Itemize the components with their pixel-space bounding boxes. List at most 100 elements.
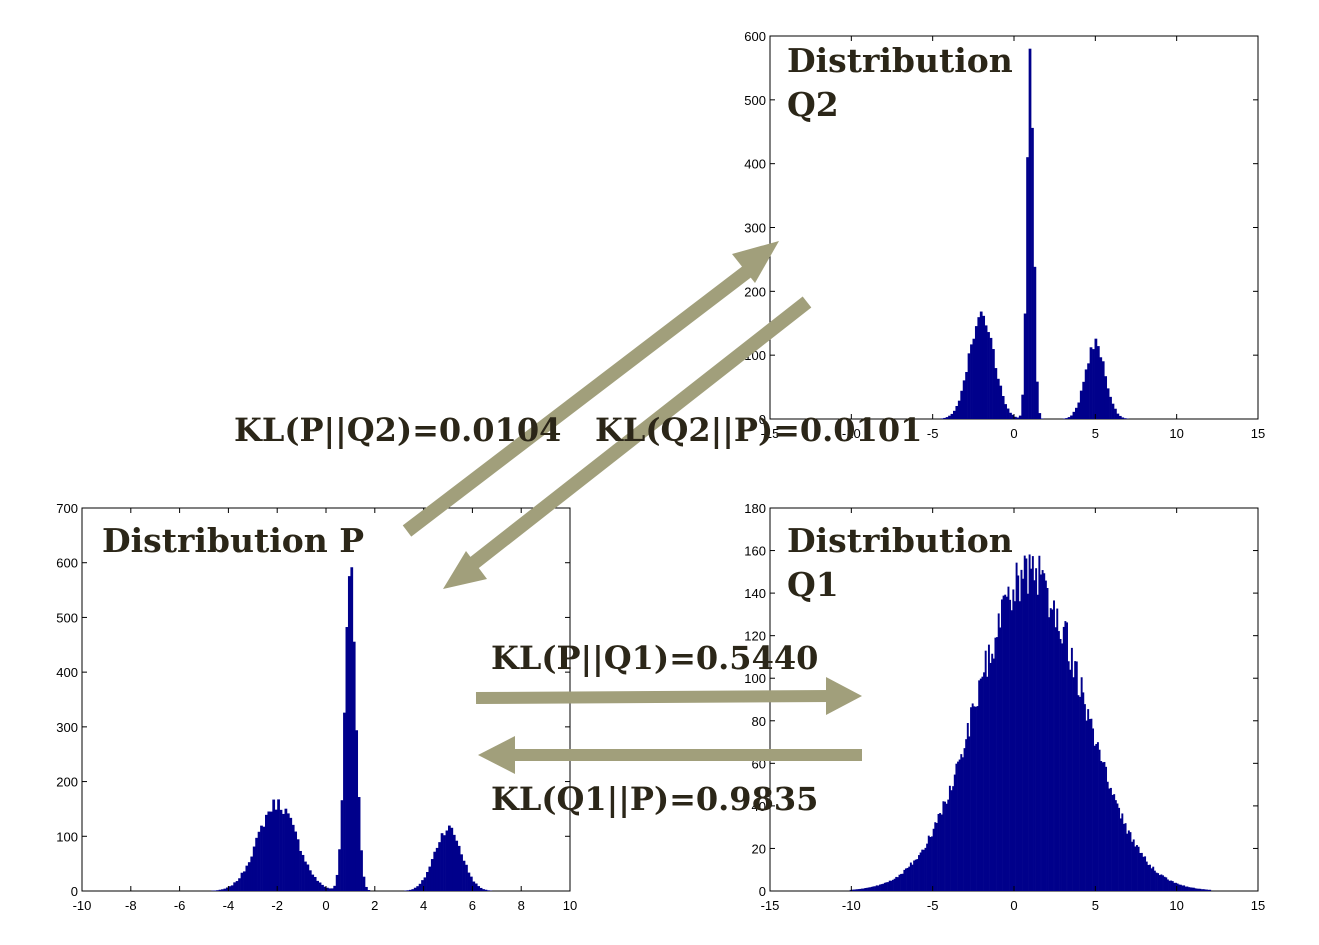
histogram-bar [1179, 884, 1182, 891]
histogram-bar [854, 889, 857, 891]
histogram-bar [1176, 883, 1179, 891]
histogram-bar [922, 849, 925, 891]
histogram-bar [932, 828, 935, 891]
histogram-bar [870, 886, 873, 891]
histogram-bar [316, 880, 319, 891]
kl-p-q1-label: KL(P||Q1)=0.5440 [491, 639, 818, 677]
histogram-bar [987, 644, 990, 891]
histogram-bar [1094, 338, 1098, 419]
histogram-bar [296, 839, 300, 891]
kl-q2-p-label: KL(Q2||P)=0.0101 [595, 411, 922, 449]
histogram-bar [223, 888, 227, 891]
histogram-bar [1083, 704, 1086, 891]
histogram-bar [340, 800, 344, 891]
histogram-bar [1087, 709, 1090, 891]
histogram-bar [937, 813, 940, 891]
histogram-bar [1118, 807, 1121, 891]
arrow-p-to-q1-head [826, 677, 862, 715]
histogram-bar [977, 317, 981, 419]
histogram-bar [1096, 346, 1100, 419]
x-tick-label: 10 [1169, 898, 1183, 913]
histogram-bar [1095, 743, 1098, 891]
histogram-bar [992, 349, 995, 419]
y-tick-label: 500 [56, 610, 78, 625]
histogram-bar [960, 390, 964, 419]
histogram-bar [888, 880, 891, 891]
histogram-bar [440, 833, 444, 891]
histogram-bar [252, 846, 256, 891]
histogram-bar [1113, 794, 1116, 891]
histogram-bar [304, 861, 307, 891]
histogram-bar [1165, 877, 1168, 891]
histogram-bar [1111, 794, 1114, 891]
histogram-bar [935, 822, 938, 891]
y-tick-label: 0 [71, 884, 78, 899]
histogram-bar [1207, 889, 1210, 891]
histogram-bar [1175, 882, 1177, 891]
histogram-bar [974, 326, 978, 419]
histogram-bar [326, 887, 329, 891]
arrow-p-to-q2-shaft [402, 258, 762, 537]
histogram-bar [1022, 578, 1025, 891]
histogram-bar [1160, 874, 1163, 891]
histogram-bar [997, 613, 1000, 891]
histogram-bar [1059, 638, 1062, 891]
histogram-bar [333, 885, 337, 891]
histogram-bar [945, 417, 949, 419]
histogram-bar [953, 410, 956, 419]
histogram-bar [1142, 856, 1145, 891]
histogram-bar [1080, 677, 1083, 891]
y-tick-label: 400 [56, 665, 78, 680]
y-tick-label: 400 [744, 157, 766, 172]
histogram-bar [887, 882, 890, 891]
histogram-bar [1036, 594, 1039, 891]
histogram-bar [994, 368, 998, 419]
histogram-bar [1162, 875, 1164, 891]
histogram-bar [1087, 363, 1090, 419]
histogram-bar [957, 400, 961, 419]
histogram-bar [1150, 868, 1153, 891]
histogram-bar [274, 809, 278, 891]
histogram-bar [967, 353, 971, 419]
histogram-bar [294, 831, 298, 891]
histogram-bar [1002, 595, 1005, 891]
histogram-bar [360, 850, 363, 891]
histogram-bar [1109, 787, 1112, 891]
histogram-bar [445, 830, 449, 891]
histogram-bar [235, 881, 239, 891]
kl-p-q2-label: KL(P||Q2)=0.0104 [234, 411, 561, 449]
arrow-q2-to-p-head [443, 551, 487, 589]
histogram-bar [905, 868, 907, 891]
y-tick-label: 80 [752, 714, 766, 729]
histogram-bar [1015, 562, 1018, 891]
histogram-bar [1131, 841, 1134, 891]
histogram-bar [1155, 872, 1158, 891]
x-tick-label: -10 [73, 898, 92, 913]
histogram-bar [919, 852, 922, 891]
histogram-bar [955, 405, 959, 419]
histogram-bar [1105, 766, 1108, 891]
histogram-bar [965, 371, 968, 419]
histogram-bars-q2 [940, 48, 1129, 420]
histogram-bar [1111, 403, 1115, 419]
histogram-bar [903, 869, 906, 891]
histogram-bar [347, 576, 351, 891]
histogram-bar [1209, 889, 1212, 891]
histogram-bar [1104, 376, 1108, 419]
histogram-bar [282, 813, 285, 891]
histogram-bar [1072, 411, 1076, 419]
histogram-bar [265, 814, 268, 891]
x-tick-label: 15 [1251, 898, 1265, 913]
histogram-bar [291, 824, 295, 891]
histogram-bar [1139, 852, 1142, 891]
x-tick-label: 0 [1010, 426, 1017, 441]
histogram-bar [1009, 412, 1012, 419]
histogram-bar [1189, 887, 1192, 891]
histogram-bar [921, 849, 924, 891]
histogram-bar [418, 883, 422, 891]
histogram-bar [1183, 885, 1186, 891]
arrow-q1-to-p-head [478, 736, 515, 774]
histogram-bar [890, 880, 893, 891]
histogram-bar [909, 862, 912, 891]
histogram-bar [306, 864, 310, 891]
